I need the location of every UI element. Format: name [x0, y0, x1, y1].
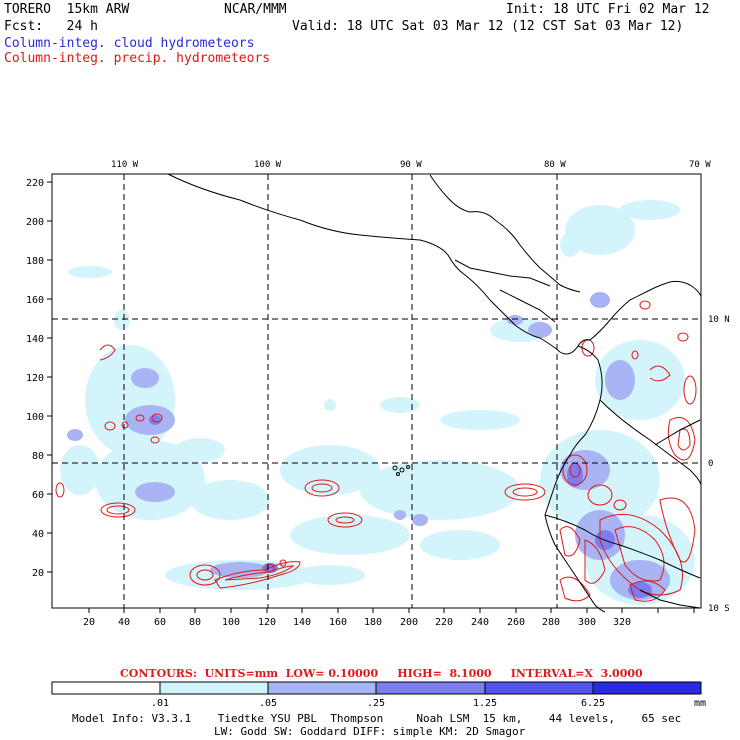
model-info-line2: LW: Godd SW: Goddard DIFF: simple KM: 2D… [214, 725, 526, 738]
colorbar-label: .25 [367, 698, 385, 709]
x-tick: 220 [435, 617, 453, 628]
y-tick: 220 [26, 178, 44, 189]
x-tick-labels: 20 40 60 80 100 120 140 160 180 200 220 … [83, 617, 631, 628]
lat-labels: 10 N 0 10 S [708, 315, 730, 614]
y-tick: 140 [26, 334, 44, 345]
lon-label: 70 W [689, 160, 711, 170]
x-tick: 200 [400, 617, 418, 628]
valid-time: Valid: 18 UTC Sat 03 Mar 12 (12 CST Sat … [292, 19, 684, 34]
y-tick: 200 [26, 217, 44, 228]
y-tick: 60 [32, 490, 44, 501]
colorbar-segment [51, 681, 161, 695]
x-tick: 60 [154, 617, 166, 628]
lon-label: 90 W [400, 160, 422, 170]
lon-label: 100 W [254, 160, 282, 170]
x-tick: 280 [542, 617, 560, 628]
x-tick: 300 [578, 617, 596, 628]
x-tick: 180 [364, 617, 382, 628]
y-tick: 80 [32, 451, 44, 462]
lat-label: 0 [708, 459, 713, 469]
x-tick: 260 [507, 617, 525, 628]
y-tick: 180 [26, 256, 44, 267]
axis-ticks [47, 181, 695, 613]
colorbar-segment [159, 681, 269, 695]
precip-field-title: Column-integ. precip. hydrometeors [4, 51, 271, 66]
y-tick-labels: 220 200 180 160 140 120 100 80 60 40 20 [26, 178, 44, 579]
y-tick: 20 [32, 568, 44, 579]
x-tick: 100 [222, 617, 240, 628]
lon-label: 80 W [544, 160, 566, 170]
y-tick: 160 [26, 295, 44, 306]
model-title: TORERO 15km ARW [4, 2, 130, 17]
x-tick: 80 [189, 617, 201, 628]
colorbar-segment [375, 681, 486, 695]
org-label: NCAR/MMM [224, 2, 287, 17]
y-tick: 120 [26, 373, 44, 384]
colorbar-label: .01 [151, 698, 169, 709]
colorbar-unit: mm [694, 698, 706, 709]
init-time: Init: 18 UTC Fri 02 Mar 12 [506, 2, 710, 17]
cloud-field-title: Column-integ. cloud hydrometeors [4, 36, 255, 51]
graticule [52, 174, 701, 608]
colorbar-label: 1.25 [473, 698, 497, 709]
colorbar-segment [484, 681, 594, 695]
x-tick: 20 [83, 617, 95, 628]
colorbar: .01 .05 .25 1.25 6.25 mm [51, 681, 706, 709]
y-tick: 100 [26, 412, 44, 423]
forecast-hour: Fcst: 24 h [4, 19, 98, 34]
map-frame [51, 173, 702, 609]
lon-label: 110 W [111, 160, 139, 170]
precip-contours [55, 300, 697, 602]
x-tick: 40 [118, 617, 130, 628]
x-tick: 320 [613, 617, 631, 628]
coastlines [167, 173, 702, 613]
x-tick: 120 [258, 617, 276, 628]
x-tick: 140 [293, 617, 311, 628]
colorbar-segment [267, 681, 377, 695]
map-area [51, 173, 702, 613]
lat-label: 10 S [708, 604, 730, 614]
colorbar-segment [592, 681, 702, 695]
cloud-shading-medium [67, 292, 670, 600]
colorbar-label: .05 [259, 698, 277, 709]
x-tick: 240 [471, 617, 489, 628]
lon-labels: 110 W 100 W 90 W 80 W 70 W [111, 160, 711, 170]
y-tick: 40 [32, 529, 44, 540]
lat-label: 10 N [708, 315, 730, 325]
x-tick: 160 [329, 617, 347, 628]
colorbar-label: 6.25 [581, 698, 605, 709]
model-info-line1: Model Info: V3.3.1 Tiedtke YSU PBL Thomp… [72, 712, 682, 725]
contour-info: CONTOURS: UNITS=mm LOW= 0.10000 HIGH= 8.… [120, 667, 643, 680]
